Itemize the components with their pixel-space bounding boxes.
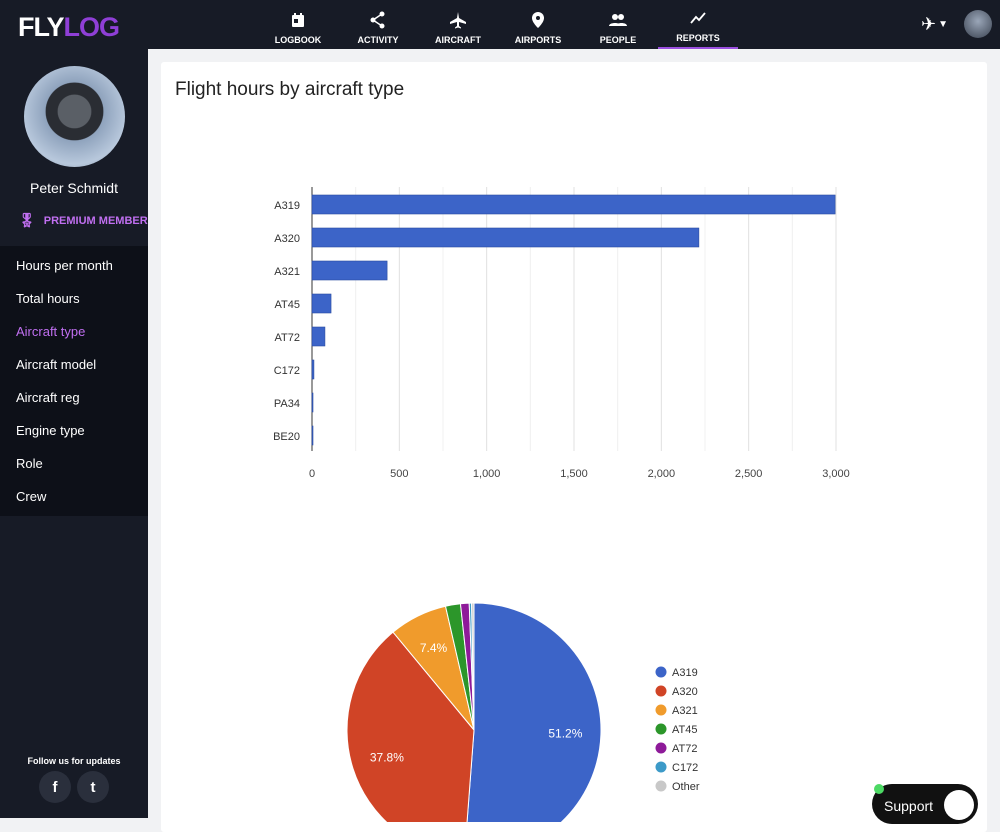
sidebar-item-aircraft-reg[interactable]: Aircraft reg xyxy=(16,390,80,405)
bar-A319[interactable] xyxy=(311,194,836,215)
premium-label: PREMIUM MEMBER xyxy=(43,214,148,227)
x-tick-label: 0 xyxy=(309,468,315,480)
legend-label[interactable]: C172 xyxy=(672,762,698,774)
bar-C172[interactable] xyxy=(311,359,315,380)
twitter-icon[interactable]: t xyxy=(77,771,109,803)
nav-people[interactable]: PEOPLE xyxy=(578,0,658,49)
nav-label: AIRCRAFT xyxy=(435,35,481,45)
legend-swatch xyxy=(655,685,667,697)
sidebar-item-aircraft-type[interactable]: Aircraft type xyxy=(16,324,86,339)
airplane-icon xyxy=(450,12,466,29)
nav-label: PEOPLE xyxy=(599,35,637,45)
x-tick-label: 2,000 xyxy=(648,468,676,480)
pie-slice-A320[interactable] xyxy=(346,631,475,822)
facebook-icon[interactable]: f xyxy=(39,771,71,803)
bar-chart: 0 500 1,000 1,500 2,000 2,500 3,000 A319 A320 A32… xyxy=(273,187,850,480)
user-name: Peter Schmidt xyxy=(30,180,118,196)
follow-text: Follow us for updates xyxy=(27,756,121,766)
pie-data-label: 37.8% xyxy=(370,751,404,765)
logo-part-log: LOG xyxy=(63,12,120,42)
pie-chart: 51.2% 37.8% 7.4% A319 A320 A321 AT45 AT72 C172 Ot… xyxy=(346,602,700,822)
nav-aircraft[interactable]: AIRCRAFT xyxy=(418,0,498,49)
y-tick-label: A321 xyxy=(274,266,300,278)
bar-PA34[interactable] xyxy=(311,392,314,413)
bar-AT45[interactable] xyxy=(311,293,332,314)
sidebar: Peter Schmidt 🎖 PREMIUM MEMBER Hours per … xyxy=(0,49,148,818)
y-tick-label: AT45 xyxy=(275,299,300,311)
chart-icon xyxy=(690,12,706,24)
legend-swatch xyxy=(655,704,667,716)
page-title: Flight hours by aircraft type xyxy=(175,79,405,100)
nav-airports[interactable]: AIRPORTS xyxy=(498,0,578,49)
top-bar: FLYLOG LOGBOOK ACTIVITY AIRCRAFT AIRPORTS PE… xyxy=(0,0,1000,49)
chat-icon xyxy=(944,790,974,820)
legend-swatch xyxy=(655,761,667,773)
medal-icon: 🎖 xyxy=(18,212,36,228)
legend-swatch xyxy=(655,666,667,678)
calendar-icon xyxy=(292,13,304,27)
legend-label[interactable]: A319 xyxy=(672,667,698,679)
legend-label[interactable]: AT72 xyxy=(672,743,697,755)
share-icon xyxy=(370,11,385,29)
logo-part-fly: FLY xyxy=(18,12,65,42)
sidebar-item-aircraft-model[interactable]: Aircraft model xyxy=(16,357,97,372)
legend-label[interactable]: A320 xyxy=(672,686,698,698)
pie-data-label: 7.4% xyxy=(420,641,448,655)
main-nav: LOGBOOK ACTIVITY AIRCRAFT AIRPORTS PEOPLE REP… xyxy=(258,0,738,49)
support-label: Support xyxy=(884,798,934,814)
people-icon xyxy=(609,14,627,26)
bar-A321[interactable] xyxy=(311,260,388,281)
nav-logbook[interactable]: LOGBOOK xyxy=(258,0,338,49)
sidebar-item-hours-per-month[interactable]: Hours per month xyxy=(16,258,113,273)
airplane-takeoff-icon: ✈ xyxy=(921,13,937,34)
y-tick-label: A319 xyxy=(274,200,300,212)
x-tick-label: 500 xyxy=(390,468,408,480)
x-tick-label: 1,500 xyxy=(560,468,588,480)
report-menu: Hours per month Total hours Aircraft type A… xyxy=(0,246,148,516)
nav-label: REPORTS xyxy=(676,33,720,43)
legend-label[interactable]: AT45 xyxy=(672,724,697,736)
flight-menu-button[interactable]: ✈ ▼ xyxy=(921,14,948,35)
x-tick-label: 2,500 xyxy=(735,468,763,480)
legend-swatch xyxy=(655,723,667,735)
pie-slice-Other[interactable] xyxy=(471,602,475,731)
sidebar-item-total-hours[interactable]: Total hours xyxy=(16,291,80,306)
bar-A320[interactable] xyxy=(311,227,700,248)
legend-swatch xyxy=(655,742,667,754)
profile-avatar xyxy=(24,66,125,167)
premium-badge: 🎖 PREMIUM MEMBER xyxy=(18,212,148,229)
y-tick-label: C172 xyxy=(274,365,300,377)
nav-label: LOGBOOK xyxy=(274,35,322,45)
legend-swatch xyxy=(655,780,667,792)
sidebar-item-role[interactable]: Role xyxy=(16,456,43,471)
legend-label[interactable]: A321 xyxy=(672,705,698,717)
report-card: Flight hours by aircraft type 0 500 1,000 1… xyxy=(161,62,987,832)
support-button[interactable]: Support xyxy=(872,784,978,824)
x-tick-label: 1,000 xyxy=(473,468,501,480)
location-icon xyxy=(532,12,544,28)
y-tick-label: A320 xyxy=(274,233,300,245)
sidebar-item-engine-type[interactable]: Engine type xyxy=(16,423,85,438)
x-tick-label: 3,000 xyxy=(822,468,850,480)
bar-BE20[interactable] xyxy=(311,425,314,446)
legend-label[interactable]: Other xyxy=(672,781,700,793)
nav-label: AIRPORTS xyxy=(514,35,562,45)
pie-data-label: 51.2% xyxy=(548,726,582,740)
bar-AT72[interactable] xyxy=(311,326,326,347)
y-tick-label: PA34 xyxy=(274,398,300,410)
nav-label: ACTIVITY xyxy=(357,35,399,45)
pie-slice-A319[interactable] xyxy=(464,602,602,822)
y-tick-label: BE20 xyxy=(273,431,300,443)
chevron-down-icon: ▼ xyxy=(938,18,948,30)
user-avatar[interactable] xyxy=(964,10,992,38)
online-dot xyxy=(874,784,884,794)
logo[interactable]: FLYLOG xyxy=(18,12,120,43)
sidebar-item-crew[interactable]: Crew xyxy=(16,489,47,504)
nav-reports[interactable]: REPORTS xyxy=(658,0,738,49)
y-tick-label: AT72 xyxy=(275,332,300,344)
nav-activity[interactable]: ACTIVITY xyxy=(338,0,418,49)
